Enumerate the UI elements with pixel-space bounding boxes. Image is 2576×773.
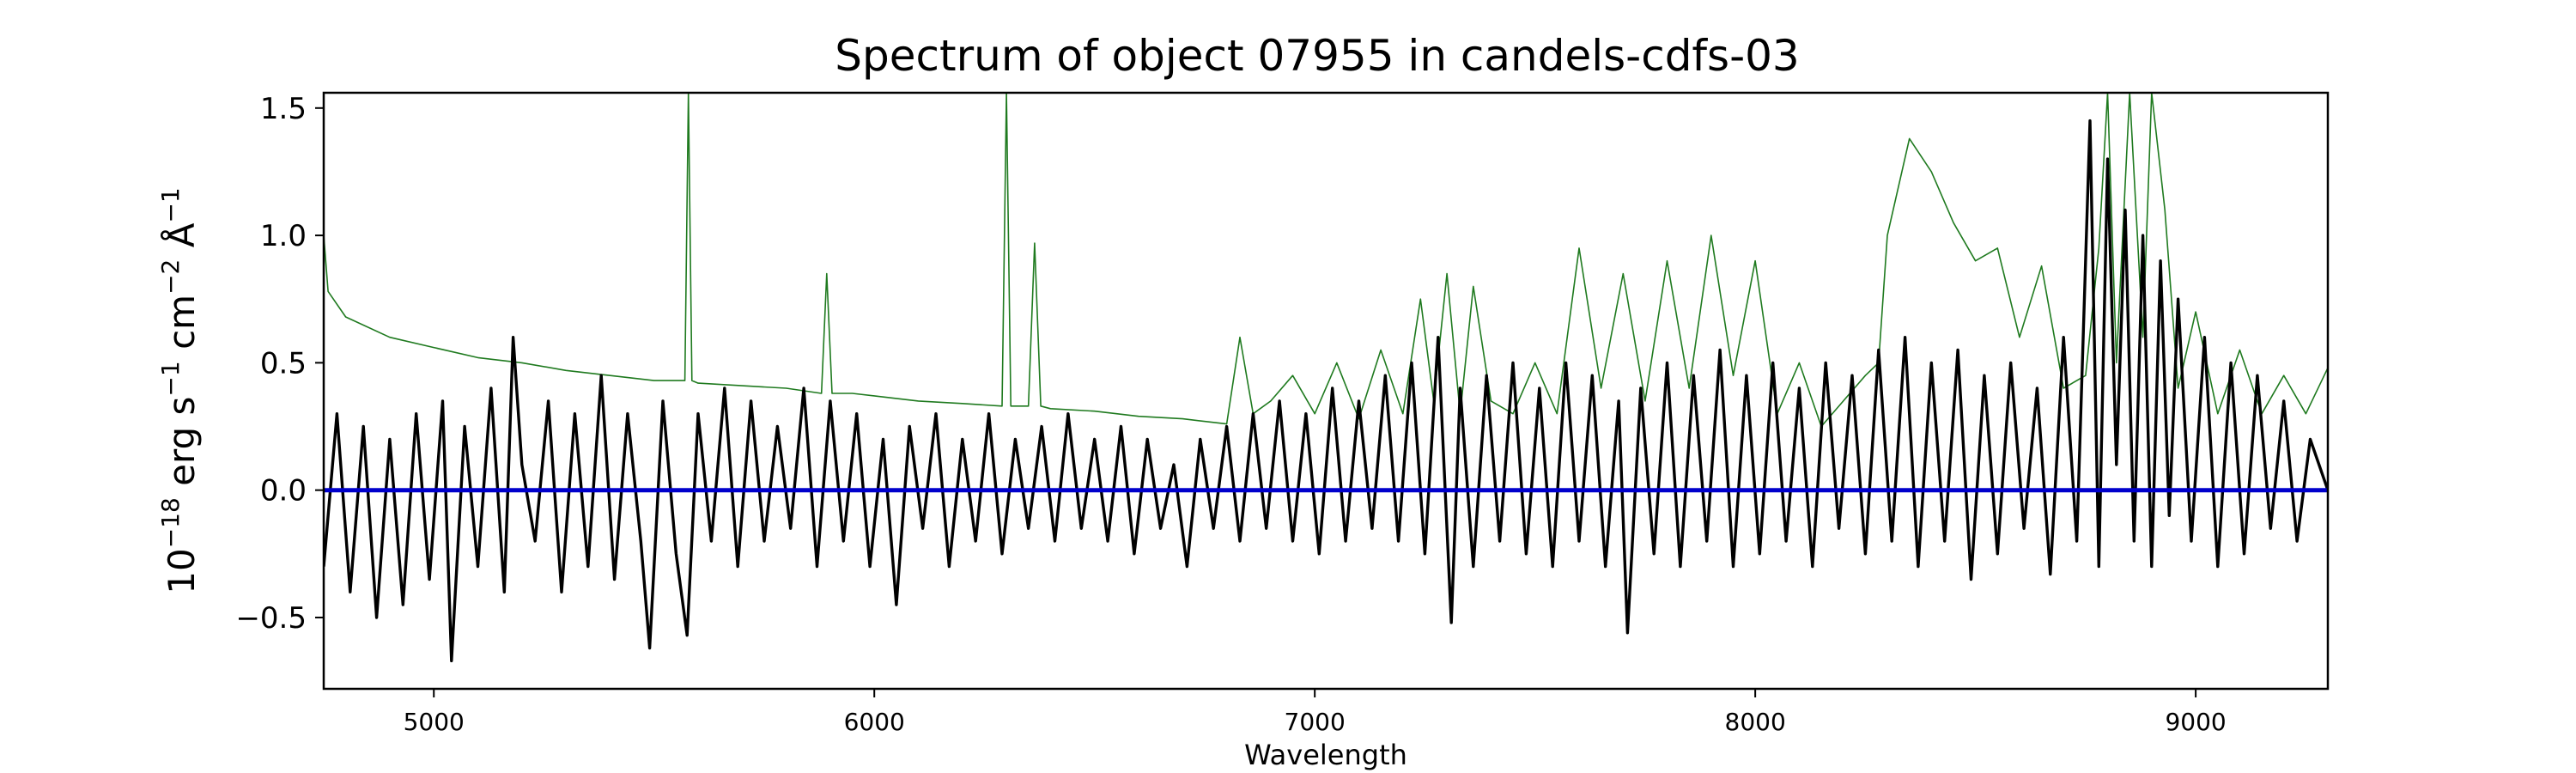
x-axis-label: Wavelength — [1244, 739, 1407, 771]
x-tick-label: 8000 — [1725, 708, 1786, 736]
y-label-part-4: cm — [161, 295, 203, 361]
plot-frame — [322, 91, 2330, 691]
y-tick-label: 1.5 — [260, 92, 307, 126]
x-tick-label: 6000 — [844, 708, 905, 736]
y-axis-label: 10−18 erg s−1 cm−2 Å−1 — [156, 187, 203, 593]
y-tick-label: 0.0 — [260, 474, 307, 508]
y-label-part-2: erg s — [161, 397, 203, 498]
x-tick-label: 7000 — [1285, 708, 1346, 736]
y-label-part-6: Å — [160, 222, 203, 259]
y-tick-label: 1.0 — [260, 219, 307, 253]
x-tick-label: 5000 — [404, 708, 465, 736]
y-label-sup-3: −1 — [156, 361, 185, 396]
y-label-sup-5: −2 — [156, 259, 185, 295]
y-label-sup-7: −1 — [156, 187, 185, 222]
y-label-part-0: 10 — [161, 548, 203, 593]
series-group — [324, 93, 2328, 663]
y-label-sup-1: −18 — [156, 497, 185, 548]
series-line-0 — [324, 93, 2328, 428]
plot-area — [322, 91, 2330, 691]
series-line-1 — [324, 119, 2328, 663]
y-tick-label: 0.5 — [260, 346, 307, 380]
x-axis: 5000 6000 7000 8000 9000 — [404, 689, 2227, 736]
y-axis: −0.5 0.0 0.5 1.0 1.5 — [235, 92, 324, 636]
x-tick-label: 9000 — [2165, 708, 2226, 736]
chart-title: Spectrum of object 07955 in candels-cdfs… — [835, 31, 1800, 81]
y-tick-label: −0.5 — [235, 601, 307, 636]
